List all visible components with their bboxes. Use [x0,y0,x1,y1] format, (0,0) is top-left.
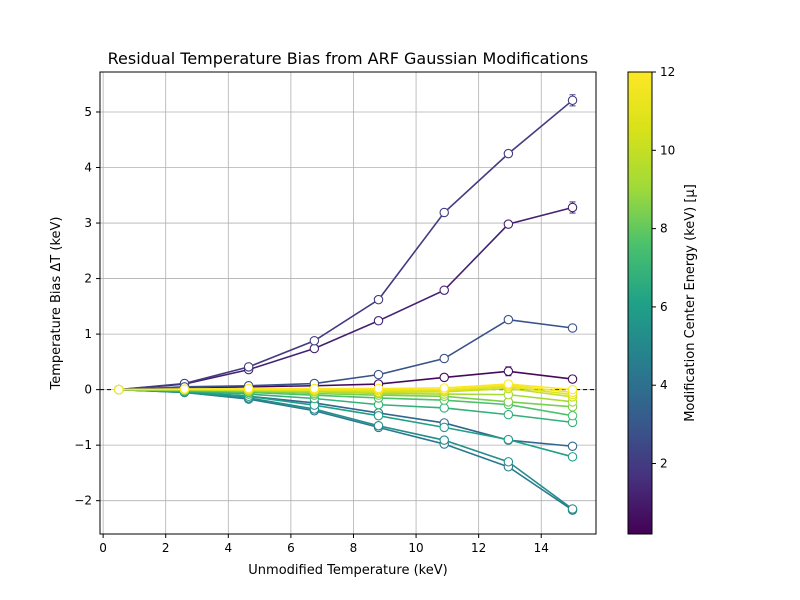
data-point [179,384,190,394]
data-point [373,294,384,305]
x-tick-label: 2 [162,541,170,555]
x-tick-label: 8 [350,541,358,555]
y-tick-label: −2 [74,494,92,508]
data-point [243,362,254,372]
y-tick-label: 4 [84,161,92,175]
series-15 [114,379,578,395]
data-point [439,422,449,433]
colorbar-tick-label: 12 [660,65,675,79]
data-point [567,452,578,462]
data-point [439,353,449,364]
x-tick-label: 0 [99,541,107,555]
series-1 [114,201,578,395]
data-point [503,148,514,159]
data-point [439,285,449,295]
y-tick-label: 5 [84,105,92,119]
data-point [114,384,124,395]
x-tick-label: 12 [471,541,486,555]
data-point [503,219,514,229]
colorbar [627,71,653,535]
series-line [118,388,573,458]
data-point [567,374,578,384]
data-point [439,383,449,393]
data-point [503,457,514,467]
data-point [567,384,578,395]
y-tick-label: 1 [84,327,92,341]
x-axis-label: Unmodified Temperature (keV) [248,563,447,578]
data-point [503,366,514,377]
x-tick-label: 6 [287,541,295,555]
data-point [373,316,384,326]
data-point [373,420,384,431]
y-tick-label: −1 [74,438,92,452]
data-point [439,435,449,445]
y-tick-label: 2 [84,272,92,286]
colorbar-label: Modification Center Energy (keV) [μ] [683,184,698,422]
y-axis: −2 −1 0 1 2 3 4 5 [74,105,100,508]
y-tick-label: 3 [84,216,92,230]
data-point [503,379,514,389]
data-point [373,369,384,380]
colorbar-tick-label: 2 [660,457,668,471]
data-point [439,207,449,218]
data-point [243,383,254,394]
data-point [567,504,578,514]
data-point [567,441,578,452]
x-axis: 0 2 4 6 8 10 12 14 [99,534,549,555]
x-tick-label: 10 [408,541,423,555]
series-line [118,383,573,391]
series-line [118,99,574,391]
data-point [503,434,514,445]
series-line [118,318,573,391]
data-point [567,410,578,421]
x-tick-label: 4 [224,541,232,555]
data-point [309,336,320,346]
data-point [567,323,578,333]
grid [100,72,596,534]
colorbar-tick-label: 4 [660,378,668,392]
data-point [373,383,384,394]
colorbar-tick-label: 10 [660,143,675,157]
data-point [439,372,449,383]
plot-frame [99,71,597,535]
series-line [118,206,573,391]
data-point [439,403,449,413]
data-point [309,343,320,354]
series-2 [114,94,578,395]
data-point [373,410,384,421]
data-point [503,314,514,325]
x-tick-label: 14 [534,541,549,555]
chart-title: Residual Temperature Bias from ARF Gauss… [108,49,589,68]
data-point [503,409,514,420]
colorbar-axis: 2 4 6 8 10 12 [652,65,675,471]
colorbar-tick-label: 6 [660,300,668,314]
colorbar-tick-label: 8 [660,222,668,236]
data-point [567,202,578,213]
y-axis-label: Temperature Bias ΔT (keV) [49,217,64,391]
data-point [567,95,578,106]
series-layer [114,94,578,515]
y-tick-label: 0 [84,383,92,397]
data-point [309,383,320,394]
